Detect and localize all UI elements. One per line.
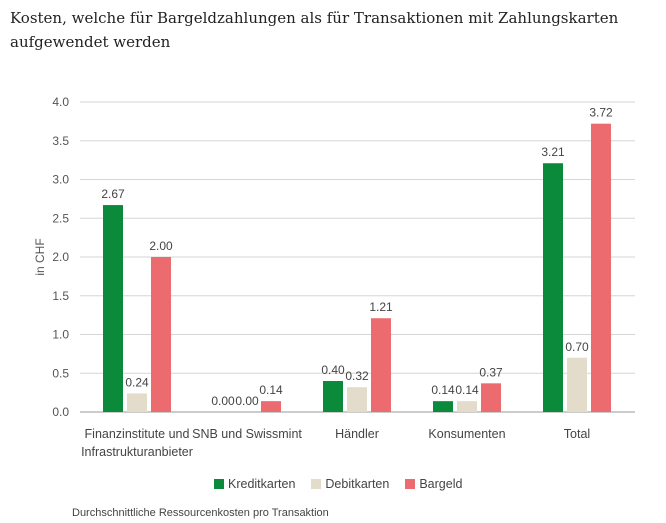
x-tick-label: Infrastrukturanbieter <box>81 445 193 459</box>
bar-bargeld <box>151 257 171 412</box>
chart-title: Kosten, welche für Bargeldzahlungen als … <box>10 9 619 51</box>
y-axis-label: in CHF <box>33 238 47 275</box>
legend-swatch-debitkarten <box>311 479 322 489</box>
bar-bargeld <box>591 123 611 412</box>
data-label: 0.40 <box>321 363 345 377</box>
y-tick-label: 1.0 <box>52 328 69 342</box>
data-label: 3.21 <box>541 145 565 159</box>
bar-kreditkarten <box>543 163 563 412</box>
legend-item-debitkarten: Debitkarten <box>311 477 389 491</box>
legend-swatch-bargeld <box>405 479 416 489</box>
bar-debitkarten <box>127 393 147 412</box>
legend-swatch-kreditkarten <box>214 479 224 489</box>
x-tick-label: SNB und Swissmint <box>192 427 302 441</box>
x-tick-label: Total <box>564 427 590 441</box>
legend-item-bargeld: Bargeld <box>405 477 462 491</box>
bar-bargeld <box>481 383 501 412</box>
legend: Kreditkarten Debitkarten Bargeld <box>214 477 462 491</box>
bar-bargeld <box>371 318 391 412</box>
legend-item-kreditkarten: Kreditkarten <box>214 477 295 491</box>
data-label: 0.14 <box>455 383 479 397</box>
y-tick-label: 1.5 <box>52 289 69 303</box>
y-tick-label: 2.0 <box>52 250 69 264</box>
y-tick-label: 0.5 <box>52 366 69 380</box>
y-tick-label: 3.5 <box>52 134 69 148</box>
bar-debitkarten <box>457 401 477 412</box>
bar-debitkarten <box>567 357 587 412</box>
data-label: 2.00 <box>149 239 173 253</box>
legend-label: Bargeld <box>419 477 463 491</box>
bar-debitkarten <box>347 387 367 412</box>
data-label: 0.70 <box>565 340 589 354</box>
data-label: 0.14 <box>431 383 455 397</box>
data-label: 0.37 <box>479 365 503 379</box>
data-label: 3.72 <box>589 106 613 120</box>
data-label: 0.00 <box>211 394 235 408</box>
x-tick-label: Konsumenten <box>428 427 505 441</box>
data-label: 0.14 <box>259 383 283 397</box>
x-tick-label: Finanzinstitute und <box>85 427 190 441</box>
legend-label: Debitkarten <box>325 477 390 491</box>
bar-kreditkarten <box>103 205 123 412</box>
bar-kreditkarten <box>433 401 453 412</box>
y-tick-label: 2.5 <box>52 211 69 225</box>
data-label: 0.24 <box>125 375 149 389</box>
data-label: 2.67 <box>101 187 125 201</box>
x-tick-label: Händler <box>335 427 379 441</box>
bar-bargeld <box>261 401 281 412</box>
y-tick-label: 0.0 <box>52 405 69 419</box>
source-note: Durchschnittliche Ressourcenkosten pro T… <box>72 507 329 519</box>
y-tick-label: 3.0 <box>52 173 69 187</box>
bar-kreditkarten <box>323 381 343 412</box>
bar-chart: in CHF 0.0 0.5 1.0 1.5 2.0 2.5 3.0 3.5 4.0 2.67 0.2… <box>33 95 635 459</box>
data-label: 1.21 <box>369 300 393 314</box>
data-label: 0.32 <box>345 369 369 383</box>
y-tick-label: 4.0 <box>52 95 69 109</box>
legend-label: Kreditkarten <box>228 477 296 491</box>
data-label: 0.00 <box>235 394 259 408</box>
